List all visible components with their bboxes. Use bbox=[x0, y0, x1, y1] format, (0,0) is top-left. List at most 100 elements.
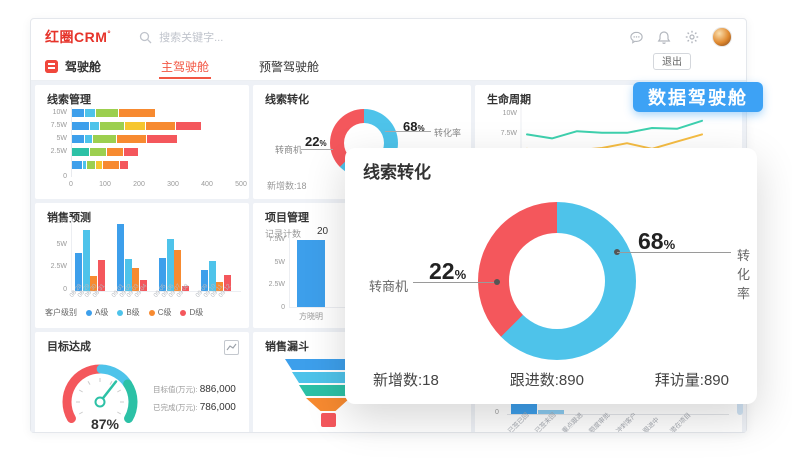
bar bbox=[117, 223, 124, 291]
tab-dashboard-label: 驾驶舱 bbox=[65, 60, 102, 74]
panel-sales-forecast: 销售预测 7.5W 5W 2.5W 0 08-28 08-29 08-30 08-31 09-0… bbox=[35, 203, 249, 328]
bar bbox=[223, 274, 231, 291]
done-row: 已完成(万元): 786,000 bbox=[153, 402, 236, 413]
y-tick-label: 5W bbox=[274, 258, 286, 266]
user-avatar[interactable] bbox=[712, 27, 732, 47]
bar-segment bbox=[96, 161, 104, 169]
bar-segment bbox=[71, 148, 90, 156]
stacked-bar bbox=[71, 135, 179, 143]
bar-segment bbox=[84, 109, 97, 117]
legend-item: D级 bbox=[180, 307, 203, 318]
y-tick-label: 7.5W bbox=[268, 236, 285, 243]
tab-main-cockpit[interactable]: 主驾驶舱 bbox=[159, 55, 212, 79]
x-tick-label: 0 bbox=[69, 181, 73, 188]
conversion-rate-value: 68% bbox=[638, 228, 676, 254]
logout-button[interactable]: 退出 bbox=[653, 53, 691, 70]
y-tick-label: 2.5W bbox=[50, 148, 67, 155]
bar-segment bbox=[93, 135, 117, 143]
app-logo: 红圈CRM° bbox=[45, 27, 111, 47]
bar-segment bbox=[89, 148, 107, 156]
bar-segment bbox=[123, 148, 139, 156]
bar bbox=[75, 253, 82, 291]
donut-hole bbox=[509, 233, 605, 329]
panel-title: 销售漏斗 bbox=[265, 341, 309, 353]
bar bbox=[124, 258, 132, 291]
bar bbox=[90, 275, 97, 291]
bar-segment bbox=[86, 161, 97, 169]
conversion-rate-label: 转化率 bbox=[434, 128, 462, 138]
panel-target-achievement: 目标达成 目标值(万元): 886,000 已完成(万元): 786,000 8… bbox=[35, 332, 249, 432]
tab-warning-cockpit[interactable]: 预警驾驶舱 bbox=[259, 60, 320, 74]
app-logo-text: 红圈CRM bbox=[45, 29, 108, 45]
legend-item: B级 bbox=[117, 307, 140, 318]
axis-line bbox=[289, 235, 290, 307]
funnel-layer bbox=[285, 359, 371, 370]
legend-title: 客户级别 bbox=[45, 308, 77, 317]
search-input[interactable]: 搜索关键字... bbox=[137, 29, 223, 45]
bar-segment bbox=[145, 122, 177, 130]
bar bbox=[538, 409, 564, 414]
panel-title: 生命周期 bbox=[487, 94, 531, 106]
bell-icon[interactable] bbox=[656, 29, 672, 45]
bar bbox=[201, 270, 208, 291]
x-tick-label: 方晓明 bbox=[299, 312, 323, 321]
record-count-label: 记录计数 bbox=[265, 229, 302, 239]
lead-conversion-popup: 线索转化 68% 转化率 22% 转商机 新增数:18 跟进数:890 拜访量:… bbox=[345, 148, 757, 404]
bar-segment bbox=[106, 148, 124, 156]
x-tick-label: 跟进中 bbox=[642, 416, 661, 432]
stacked-bar bbox=[71, 148, 139, 156]
legend-dot bbox=[86, 309, 92, 316]
bar-segment bbox=[89, 122, 100, 130]
x-tick-label: 400 bbox=[201, 181, 213, 188]
data-cockpit-badge: 数据驾驶舱 bbox=[633, 82, 763, 112]
stat-followup: 跟进数:890 bbox=[509, 372, 584, 389]
y-tick-label: 5W bbox=[56, 240, 68, 248]
leader-dot bbox=[494, 279, 500, 285]
chart-switch-icon[interactable] bbox=[224, 340, 239, 355]
panel-title: 线索管理 bbox=[47, 94, 91, 106]
axis-line bbox=[507, 414, 729, 415]
bar-segment bbox=[99, 122, 126, 130]
bar-segment bbox=[84, 135, 94, 143]
bar-segment bbox=[125, 122, 146, 130]
bar bbox=[97, 259, 105, 291]
to-opportunity-value: 22% bbox=[305, 134, 327, 149]
y-tick-label: 0 bbox=[63, 173, 67, 180]
app-header: 红圈CRM° 搜索关键字... bbox=[31, 19, 746, 55]
tab-bar: 驾驶舱 主驾驶舱 预警驾驶舱 bbox=[31, 55, 746, 81]
x-tick-label: 额度审批 bbox=[588, 411, 612, 432]
svg-text:7.5W: 7.5W bbox=[501, 130, 518, 137]
svg-text:10W: 10W bbox=[503, 110, 518, 117]
legend-dot bbox=[117, 309, 124, 316]
message-icon[interactable] bbox=[628, 29, 644, 45]
conversion-donut-chart bbox=[478, 202, 636, 360]
legend-label: B级 bbox=[126, 308, 140, 317]
tab-dashboard-group[interactable]: 驾驶舱 bbox=[45, 55, 101, 75]
legend-dot bbox=[180, 309, 187, 316]
sales-forecast-chart: 7.5W 5W 2.5W 0 08-28 08-29 08-30 08-31 09-01 09-0… bbox=[35, 203, 249, 328]
gear-icon[interactable] bbox=[684, 29, 700, 45]
stacked-bar bbox=[71, 161, 129, 169]
stat-new: 新增数:18 bbox=[373, 372, 439, 389]
bar-segment bbox=[96, 109, 119, 117]
popup-title: 线索转化 bbox=[363, 163, 431, 182]
legend-item: C级 bbox=[148, 307, 172, 318]
bar bbox=[297, 239, 325, 307]
bar bbox=[82, 229, 90, 291]
stacked-bar bbox=[71, 109, 156, 117]
bar-segment bbox=[118, 109, 156, 117]
bar-segment bbox=[103, 161, 121, 169]
bar-segment bbox=[71, 135, 85, 143]
panel-lead-management: 线索管理 10W 7.5W 5W 2.5W 0 0 100 200 300 400 500 bbox=[35, 85, 249, 199]
legend-dot bbox=[148, 309, 155, 316]
leader-line bbox=[385, 131, 431, 132]
x-tick-label: 200 bbox=[133, 181, 145, 188]
bar bbox=[159, 257, 166, 291]
bar-segment bbox=[116, 135, 148, 143]
bar bbox=[216, 282, 223, 291]
legend: 客户级别 A级 B级 C级 D级 bbox=[45, 307, 245, 318]
legend-label: C级 bbox=[157, 308, 172, 317]
funnel-layer bbox=[306, 398, 350, 411]
panel-title: 目标达成 bbox=[47, 341, 91, 353]
search-icon bbox=[137, 29, 153, 45]
